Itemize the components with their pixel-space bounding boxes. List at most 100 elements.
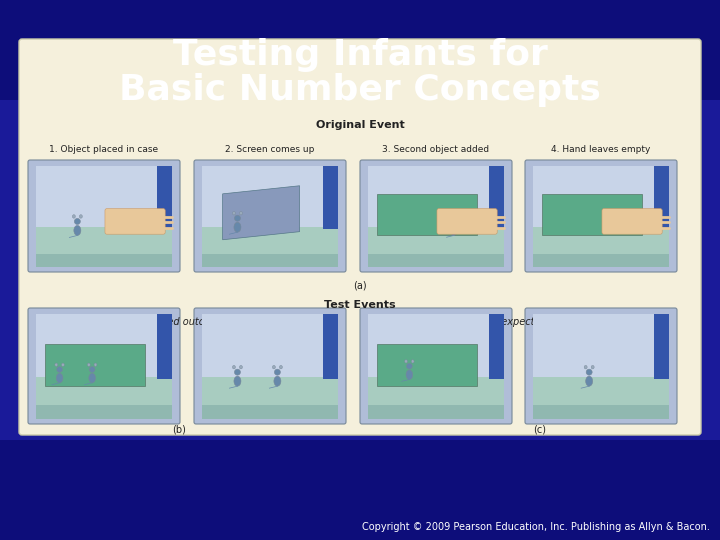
Bar [541,194,642,235]
Ellipse shape [57,367,63,373]
Bar [368,254,504,267]
Ellipse shape [234,222,241,232]
Bar [202,227,338,267]
Text: revealing 2 objects: revealing 2 objects [227,333,313,341]
FancyBboxPatch shape [525,308,677,424]
FancyBboxPatch shape [602,208,662,234]
Text: Testing Infants for: Testing Infants for [173,38,547,72]
Bar [377,194,477,235]
Ellipse shape [586,369,592,375]
Ellipse shape [233,366,235,369]
Bar [533,166,669,229]
Bar [36,227,172,267]
Text: (c): (c) [534,425,546,435]
Ellipse shape [79,215,82,218]
Bar [368,377,504,418]
Polygon shape [222,186,300,240]
Text: 3. Second object added: 3. Second object added [382,145,490,154]
Ellipse shape [89,367,95,373]
Ellipse shape [451,226,457,235]
Bar [36,314,172,380]
Text: (a): (a) [354,280,366,290]
Text: 4. Hand leaves empty: 4. Hand leaves empty [552,145,651,154]
FancyBboxPatch shape [437,208,498,234]
Bar [45,343,145,386]
Bar [202,405,338,418]
Ellipse shape [451,220,456,226]
Text: 5. Screen drops . . .: 5. Screen drops . . . [392,333,480,341]
Bar [36,377,172,418]
Bar [368,405,504,418]
Ellipse shape [272,366,275,369]
Bar [490,166,504,229]
Ellipse shape [94,363,97,367]
Ellipse shape [449,217,452,220]
Bar [533,314,669,380]
Bar [654,314,669,380]
Ellipse shape [279,366,282,369]
Ellipse shape [74,219,81,225]
FancyBboxPatch shape [194,308,346,424]
Ellipse shape [585,376,593,386]
Bar [533,254,669,267]
Ellipse shape [56,373,63,383]
Bar [490,314,504,380]
Ellipse shape [74,225,81,235]
Bar [654,166,669,229]
FancyBboxPatch shape [19,39,701,435]
Ellipse shape [584,366,588,369]
Ellipse shape [235,369,240,375]
Text: 2. Screen comes up: 2. Screen comes up [225,145,315,154]
Text: Original Event: Original Event [315,120,405,130]
Bar [36,166,172,229]
Bar [323,314,338,380]
FancyBboxPatch shape [525,160,677,272]
Ellipse shape [234,376,241,386]
FancyBboxPatch shape [360,308,512,424]
Bar [202,166,338,229]
Text: (b): (b) [172,425,186,435]
Text: Basic Number Concepts: Basic Number Concepts [119,73,601,107]
Ellipse shape [72,215,76,218]
FancyBboxPatch shape [105,208,165,234]
Bar [36,405,172,418]
Bar [533,227,669,267]
Ellipse shape [240,212,243,215]
Bar [202,314,338,380]
Bar [323,166,338,229]
Ellipse shape [233,212,235,215]
Ellipse shape [406,370,413,380]
Ellipse shape [456,217,458,220]
Ellipse shape [274,376,281,386]
Text: revealing 1 object: revealing 1 object [560,333,642,341]
Ellipse shape [55,363,58,367]
Text: 1. Object placed in case: 1. Object placed in case [50,145,158,154]
FancyBboxPatch shape [360,160,512,272]
Ellipse shape [235,215,240,221]
Ellipse shape [61,363,64,367]
FancyBboxPatch shape [194,160,346,272]
Ellipse shape [411,360,414,363]
Ellipse shape [87,363,90,367]
Ellipse shape [591,366,594,369]
Ellipse shape [407,363,413,369]
Bar [0,100,720,440]
Bar [36,254,172,267]
Text: Test Events: Test Events [324,300,396,310]
Bar [202,377,338,418]
Bar [377,343,477,386]
Bar [368,227,504,267]
Bar [157,314,172,380]
Bar [157,166,172,229]
Bar [533,377,669,418]
Text: 5. Screen drops . . .: 5. Screen drops . . . [60,333,148,341]
Bar [368,166,504,229]
Bar [533,405,669,418]
Ellipse shape [240,366,243,369]
Bar [202,254,338,267]
Bar [368,314,504,380]
Ellipse shape [89,373,96,383]
Ellipse shape [274,369,280,375]
Text: Copyright © 2009 Pearson Education, Inc. Publishing as Allyn & Bacon.: Copyright © 2009 Pearson Education, Inc.… [362,522,710,532]
Text: Expected outcome: Expected outcome [134,317,226,327]
